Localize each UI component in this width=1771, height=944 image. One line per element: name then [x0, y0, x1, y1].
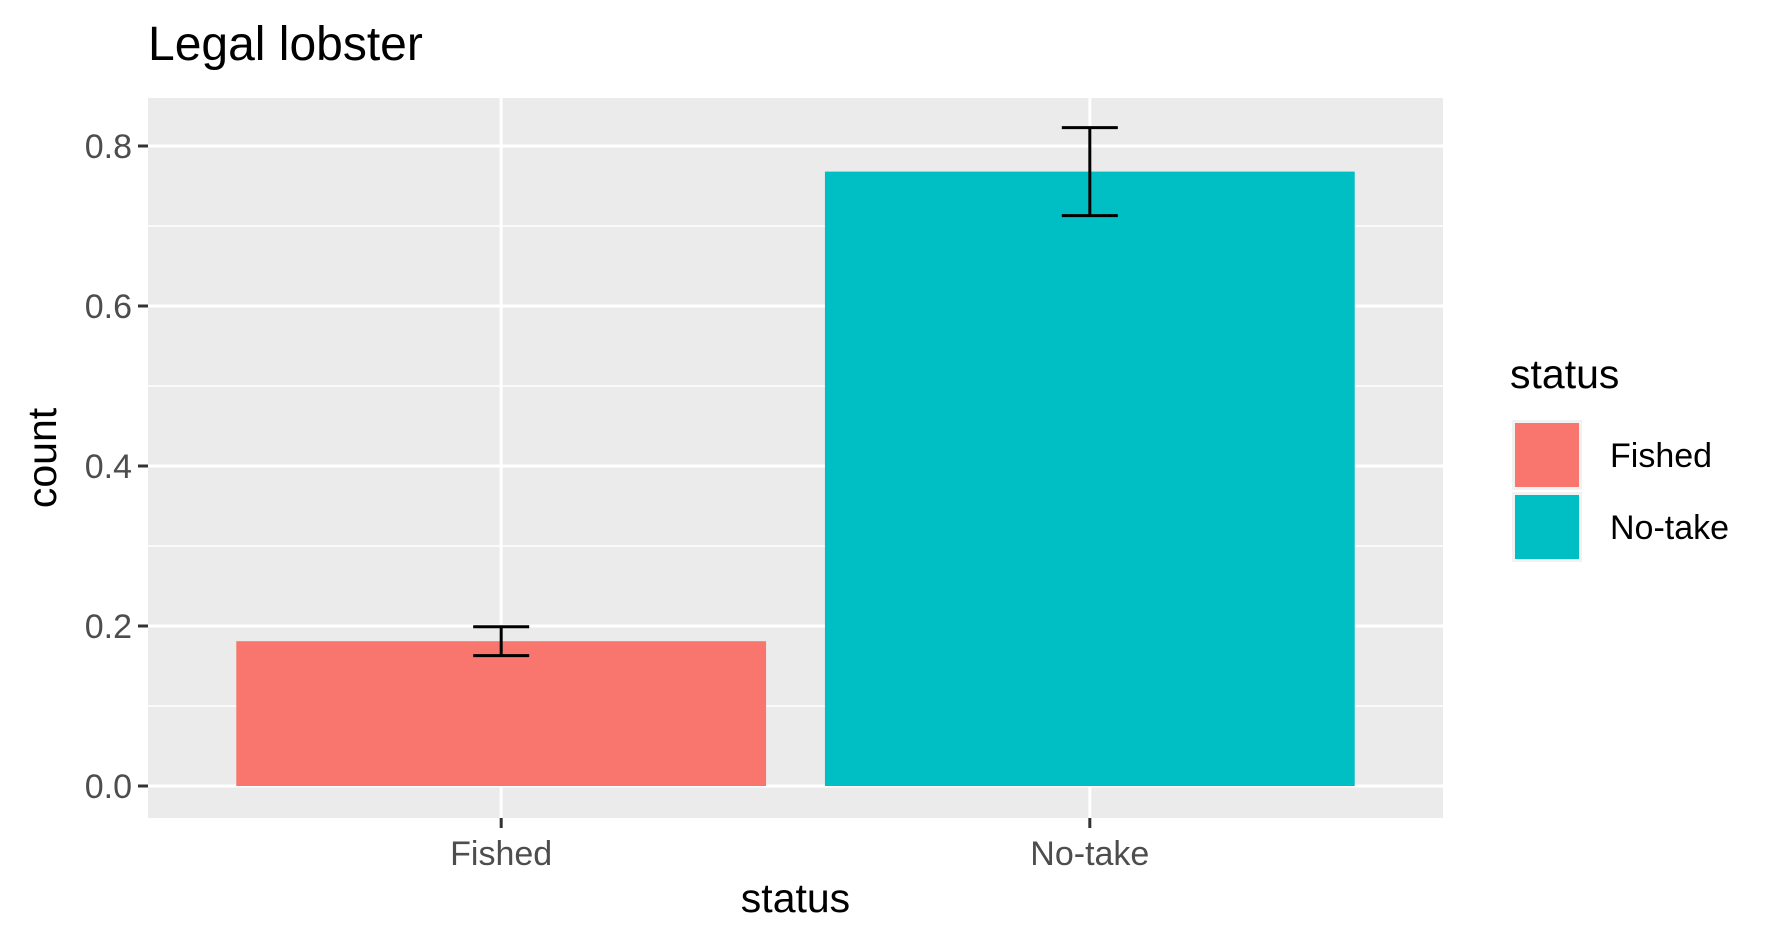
legend-items: Fished No-take: [1512, 420, 1729, 562]
y-axis: 0.0 0.2 0.4 0.6 0.8: [85, 128, 148, 806]
error-bar-fished: [473, 625, 530, 658]
error-bars: [473, 126, 1118, 658]
y-tick-label: 0.0: [85, 768, 132, 806]
legend: status Fished No-take: [1510, 351, 1729, 562]
legend-key-fished: [1515, 423, 1579, 487]
chart-title: Legal lobster: [148, 18, 423, 71]
x-tick-label: No-take: [1030, 835, 1149, 873]
y-axis-title: count: [19, 407, 65, 508]
x-axis: Fished No-take: [450, 818, 1149, 873]
y-tick-label: 0.4: [85, 448, 132, 486]
legend-title: status: [1510, 351, 1619, 397]
bars: [236, 171, 1355, 787]
y-tick-label: 0.8: [85, 128, 132, 166]
bar-fished: [236, 641, 767, 786]
error-bar-no-take: [1061, 126, 1118, 218]
legend-label: Fished: [1610, 437, 1712, 475]
legend-key-no-take: [1515, 495, 1579, 559]
legend-label: No-take: [1610, 509, 1729, 547]
y-tick-label: 0.6: [85, 288, 132, 326]
x-axis-title: status: [741, 875, 850, 921]
bar-no-take: [824, 171, 1355, 787]
x-tick-label: Fished: [450, 835, 552, 873]
y-tick-label: 0.2: [85, 608, 132, 646]
